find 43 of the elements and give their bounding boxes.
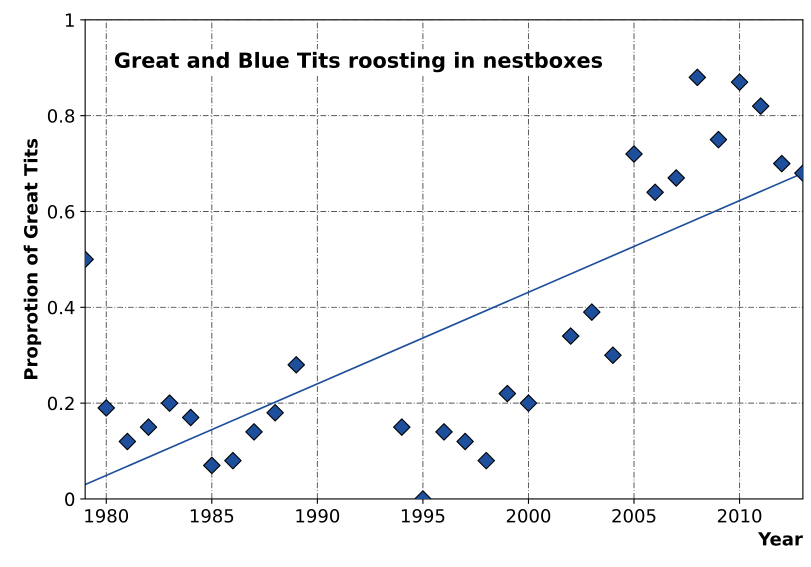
x-tick-label: 1990	[296, 509, 340, 523]
point	[752, 97, 770, 115]
point	[435, 423, 453, 441]
y-tick-label: 0.2	[48, 396, 74, 410]
x-tick-label: 1985	[190, 509, 234, 523]
point	[773, 154, 791, 172]
point	[625, 145, 643, 163]
point	[520, 394, 538, 412]
point	[224, 452, 242, 470]
point	[118, 432, 136, 450]
point	[245, 423, 263, 441]
point	[203, 456, 221, 474]
point	[97, 399, 116, 417]
point	[140, 418, 158, 436]
point	[182, 408, 200, 426]
point	[730, 73, 748, 91]
point	[498, 384, 516, 402]
y-tick-label: 0.8	[48, 109, 74, 123]
x-tick-label: 2000	[506, 509, 550, 523]
y-axis-title: Proprotion of Great Tits	[24, 138, 42, 380]
point	[583, 303, 601, 321]
point	[393, 418, 411, 436]
point	[710, 130, 728, 148]
x-tick-label: 2010	[718, 509, 762, 523]
point	[562, 327, 580, 345]
x-axis-title: Year	[758, 532, 803, 546]
point	[667, 169, 685, 187]
y-tick-label: 0	[65, 492, 74, 506]
x-tick-label: 1980	[85, 509, 128, 523]
y-tick-label: 0.6	[48, 204, 74, 219]
y-tick-label: 1	[66, 14, 74, 27]
point	[688, 68, 706, 86]
x-tick-label: 2005	[612, 509, 656, 523]
point	[160, 394, 178, 412]
point	[266, 404, 284, 422]
point	[646, 184, 664, 202]
point	[456, 432, 474, 450]
point	[604, 346, 622, 364]
point	[477, 452, 496, 470]
text: Great and Blue Tits roosting in nestboxes	[114, 52, 602, 72]
x-tick-label: 1995	[402, 509, 444, 523]
point	[287, 356, 306, 374]
y-tick-label: 0.4	[48, 300, 74, 314]
